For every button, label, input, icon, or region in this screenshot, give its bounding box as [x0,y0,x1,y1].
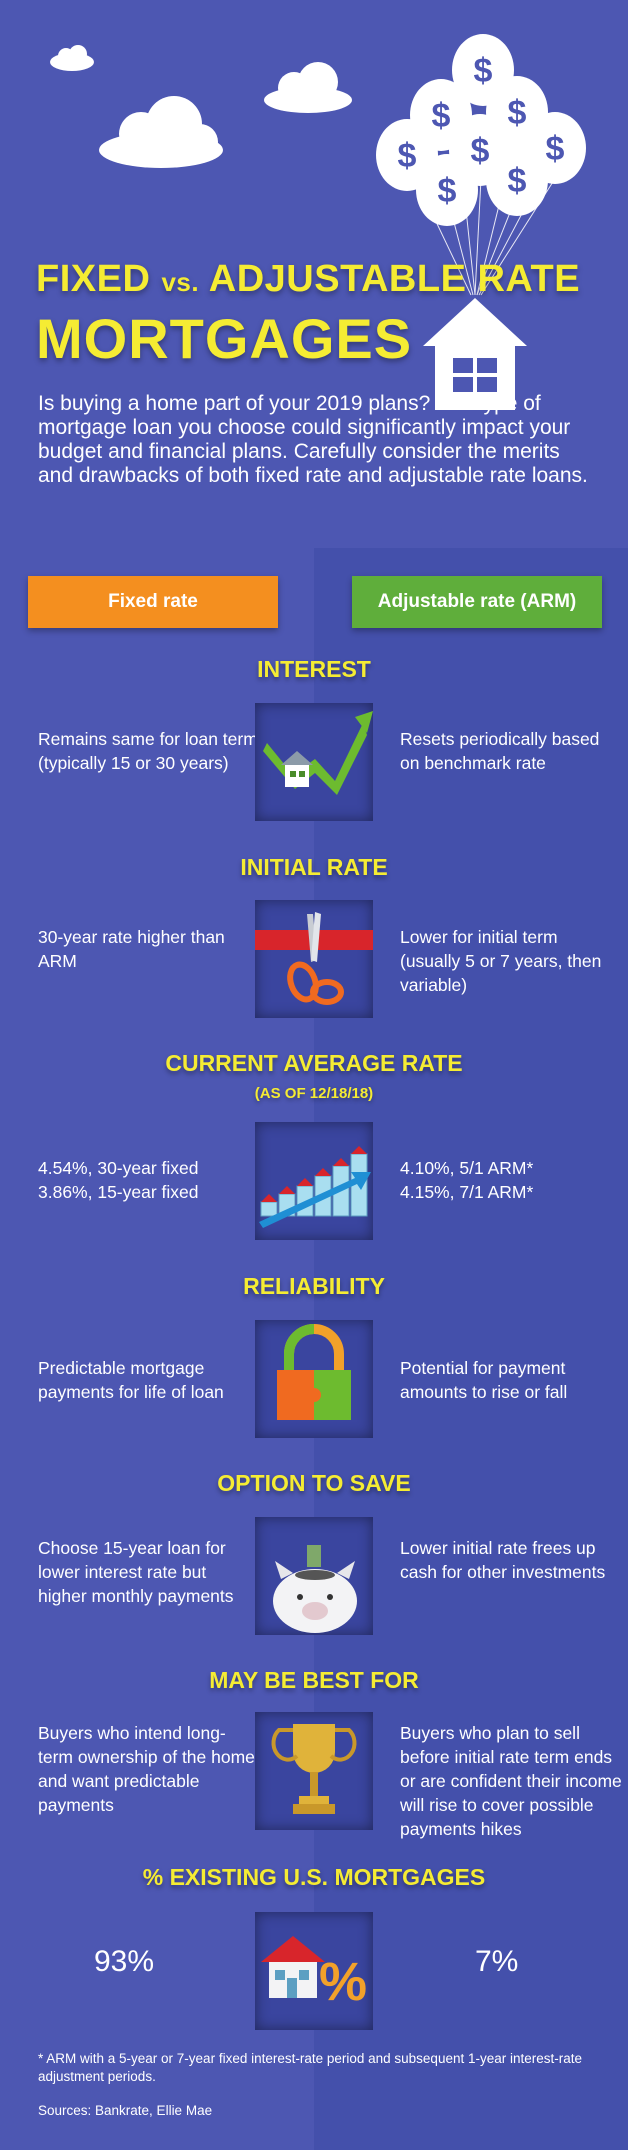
balloon-dollar: $ [508,94,527,132]
reliability-fixed-text: Predictable mortgage payments for life o… [38,1358,224,1402]
interest-fixed-text: Remains same for loan term (typically 15… [38,729,258,773]
existing-arm-percent: 7% [475,1945,519,1978]
balloon-dollar: $ [546,130,565,168]
initial-rate-arm-text: Lower for initial term (usually 5 or 7 y… [400,927,602,995]
balloon-dollar: $ [508,162,527,200]
best-for-fixed-text: Buyers who intend long-term ownership of… [38,1723,255,1815]
section-heading-initial-rate: INITIAL RATE [240,854,388,880]
best-for-icon-box [255,1712,373,1830]
balloon-dollar: $ [432,97,451,135]
footnote: * ARM with a 5-year or 7-year fixed inte… [38,2051,583,2084]
title-adjustable: ADJUSTABLE RATE [199,258,581,300]
padlock-puzzle-icon [277,1324,351,1420]
percent-glyph: % [319,1952,367,2012]
current-rate-icon-box [255,1122,373,1240]
existing-icon-box: % [255,1912,373,2030]
current-rate-date: (AS OF 12/18/18) [254,1085,374,1102]
interest-icon-box [255,703,373,821]
section-heading-current-rate: CURRENT AVERAGE RATE [165,1050,463,1076]
reliability-icon-box [255,1320,373,1438]
reliability-arm-text: Potential for payment amounts to rise or… [400,1358,568,1402]
section-heading-best-for: MAY BE BEST FOR [209,1667,419,1693]
initial-rate-icon-box [255,900,373,1018]
current-rate-arm-text: 4.10%, 5/1 ARM* 4.15%, 7/1 ARM* [400,1156,622,1204]
house-trend-arrow-icon [263,711,373,795]
large-cloud-icon [99,96,223,168]
section-heading-option-to-save: OPTION TO SAVE [217,1470,411,1496]
option-to-save-fixed-text: Choose 15-year loan for lower interest r… [38,1538,234,1606]
section-heading-interest: INTEREST [257,656,371,682]
title-line-1: FIXED vs. ADJUSTABLE RATE [36,258,580,301]
initial-rate-fixed-text: 30-year rate higher than ARM [38,927,225,971]
title-fixed: FIXED [36,258,162,300]
intro-paragraph: Is buying a home part of your 2019 plans… [38,392,588,487]
rate-30-year-fixed: 4.54%, 30-year fixed [38,1158,199,1178]
section-heading-reliability: RELIABILITY [243,1273,385,1299]
rate-15-year-fixed: 3.86%, 15-year fixed [38,1182,199,1202]
balloon-dollar: $ [438,172,457,210]
title-vs: vs. [161,267,200,297]
option-to-save-icon-box [255,1517,373,1635]
piggy-bank-icon [273,1545,357,1633]
existing-fixed-percent: 93% [94,1945,155,1978]
rate-5-1-arm: 4.10%, 5/1 ARM* [400,1158,534,1178]
balloon-dollar: $ [471,132,490,170]
trophy-icon [271,1724,357,1814]
balloon-dollar: $ [398,137,417,175]
option-to-save-arm-text: Lower initial rate frees up cash for oth… [400,1538,606,1582]
house-percent-icon: % [261,1936,367,2012]
balloon-dollar: $ [474,52,493,90]
rate-7-1-arm: 4.15%, 7/1 ARM* [400,1182,534,1202]
small-cloud-icon [50,45,94,71]
rising-houses-chart-icon [259,1146,371,1228]
fixed-rate-header: Fixed rate [28,576,278,628]
medium-cloud-icon [264,62,352,113]
scissors-ribbon-icon [255,912,373,1005]
interest-arm-text: Resets periodically based on benchmark r… [400,729,600,773]
current-rate-fixed-text: 4.54%, 30-year fixed 3.86%, 15-year fixe… [38,1156,258,1204]
best-for-arm-text: Buyers who plan to sell before initial r… [400,1723,622,1839]
sources: Sources: Bankrate, Ellie Mae [38,2103,213,2118]
section-heading-existing-mortgages: % EXISTING U.S. MORTGAGES [142,1864,486,1890]
dollar-balloons-house-icon: $ $ $ $ $ $ $ $ [376,34,586,410]
arm-header: Adjustable rate (ARM) [352,576,602,628]
title-line-2: MORTGAGES [36,307,413,370]
